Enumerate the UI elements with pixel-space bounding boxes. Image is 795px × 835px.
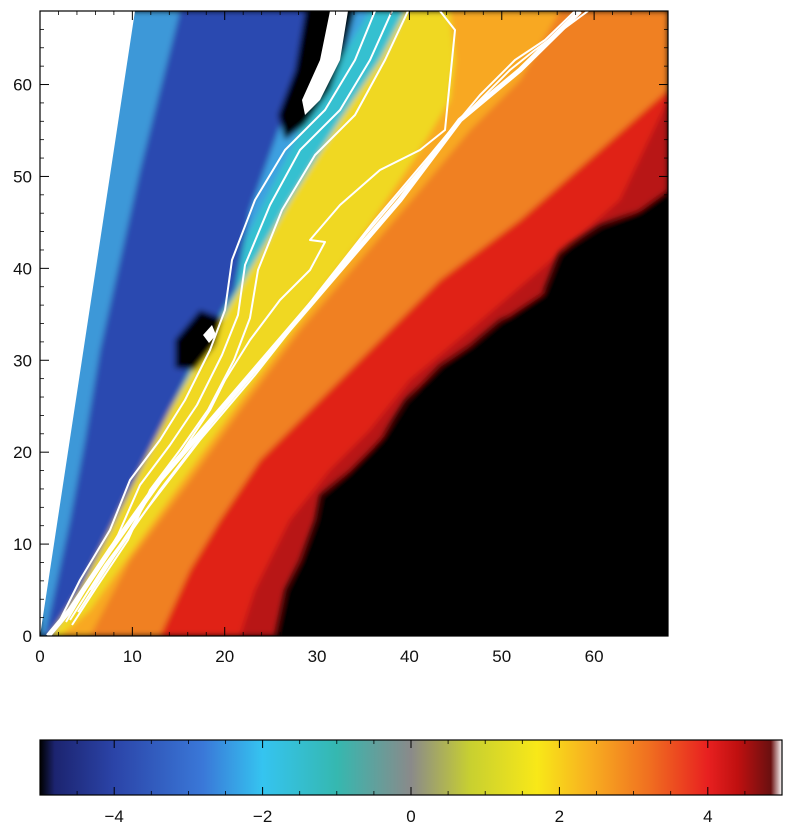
y-tick-label: 10: [13, 535, 32, 554]
y-tick-label: 60: [13, 76, 32, 95]
region-blank-no-data: [40, 11, 135, 636]
heatmap-regions: [40, 11, 668, 636]
x-tick-label: 20: [215, 647, 234, 666]
saturation-highlight-lower: [203, 325, 216, 343]
contour-lines: [46, 11, 589, 636]
y-axis-tick-labels: 0 10 20 30 40 50 60: [13, 76, 32, 646]
contour-upper-1: [59, 11, 376, 621]
contour-upper-2: [65, 11, 393, 623]
y-tick-label: 0: [23, 627, 32, 646]
region-dark-red-patch: [240, 100, 668, 636]
x-tick-label: 10: [123, 647, 142, 666]
colorbar-tick-label: −2: [253, 807, 272, 826]
region-saturated-blob-lower: [175, 310, 222, 370]
x-tick-label: 40: [400, 647, 419, 666]
saturation-highlight-upper: [302, 11, 348, 115]
x-tick-label: 30: [308, 647, 327, 666]
y-tick-label: 40: [13, 259, 32, 278]
x-axis-tick-labels: 0 10 20 30 40 50 60: [35, 647, 603, 666]
x-tick-label: 0: [35, 647, 44, 666]
colorbar: [40, 740, 782, 795]
axis-ticks: [39, 10, 669, 637]
y-tick-label: 20: [13, 443, 32, 462]
x-tick-label: 50: [492, 647, 511, 666]
colorbar-tick-label: −4: [105, 807, 124, 826]
x-tick-label: 60: [585, 647, 604, 666]
colorbar-tick-label: 0: [406, 807, 415, 826]
y-tick-label: 50: [13, 167, 32, 186]
heatmap-area: [40, 11, 668, 636]
colorbar-ticks: [39, 740, 783, 795]
region-saturated-lower-right: [278, 190, 668, 636]
colorbar-tick-labels: −4 −2 0 2 4: [105, 807, 713, 826]
colorbar-tick-label: 2: [555, 807, 564, 826]
colorbar-tick-label: 4: [703, 807, 712, 826]
y-tick-label: 30: [13, 351, 32, 370]
contour-lower-3: [77, 11, 576, 613]
